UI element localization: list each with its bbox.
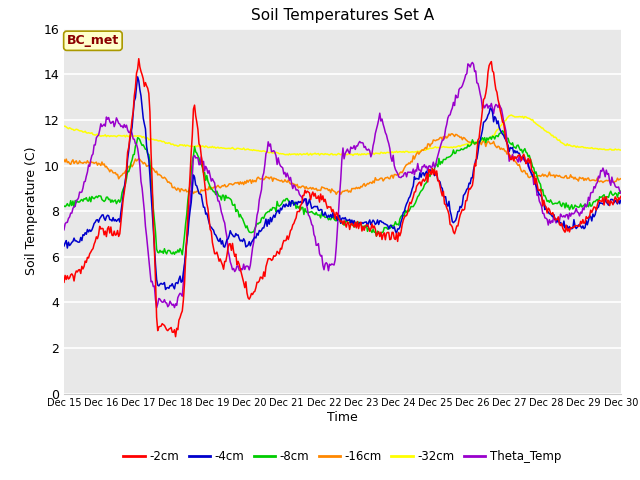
Title: Soil Temperatures Set A: Soil Temperatures Set A [251,9,434,24]
X-axis label: Time: Time [327,411,358,424]
Y-axis label: Soil Temperature (C): Soil Temperature (C) [25,147,38,276]
Text: BC_met: BC_met [67,34,119,47]
Legend: -2cm, -4cm, -8cm, -16cm, -32cm, Theta_Temp: -2cm, -4cm, -8cm, -16cm, -32cm, Theta_Te… [118,445,566,468]
